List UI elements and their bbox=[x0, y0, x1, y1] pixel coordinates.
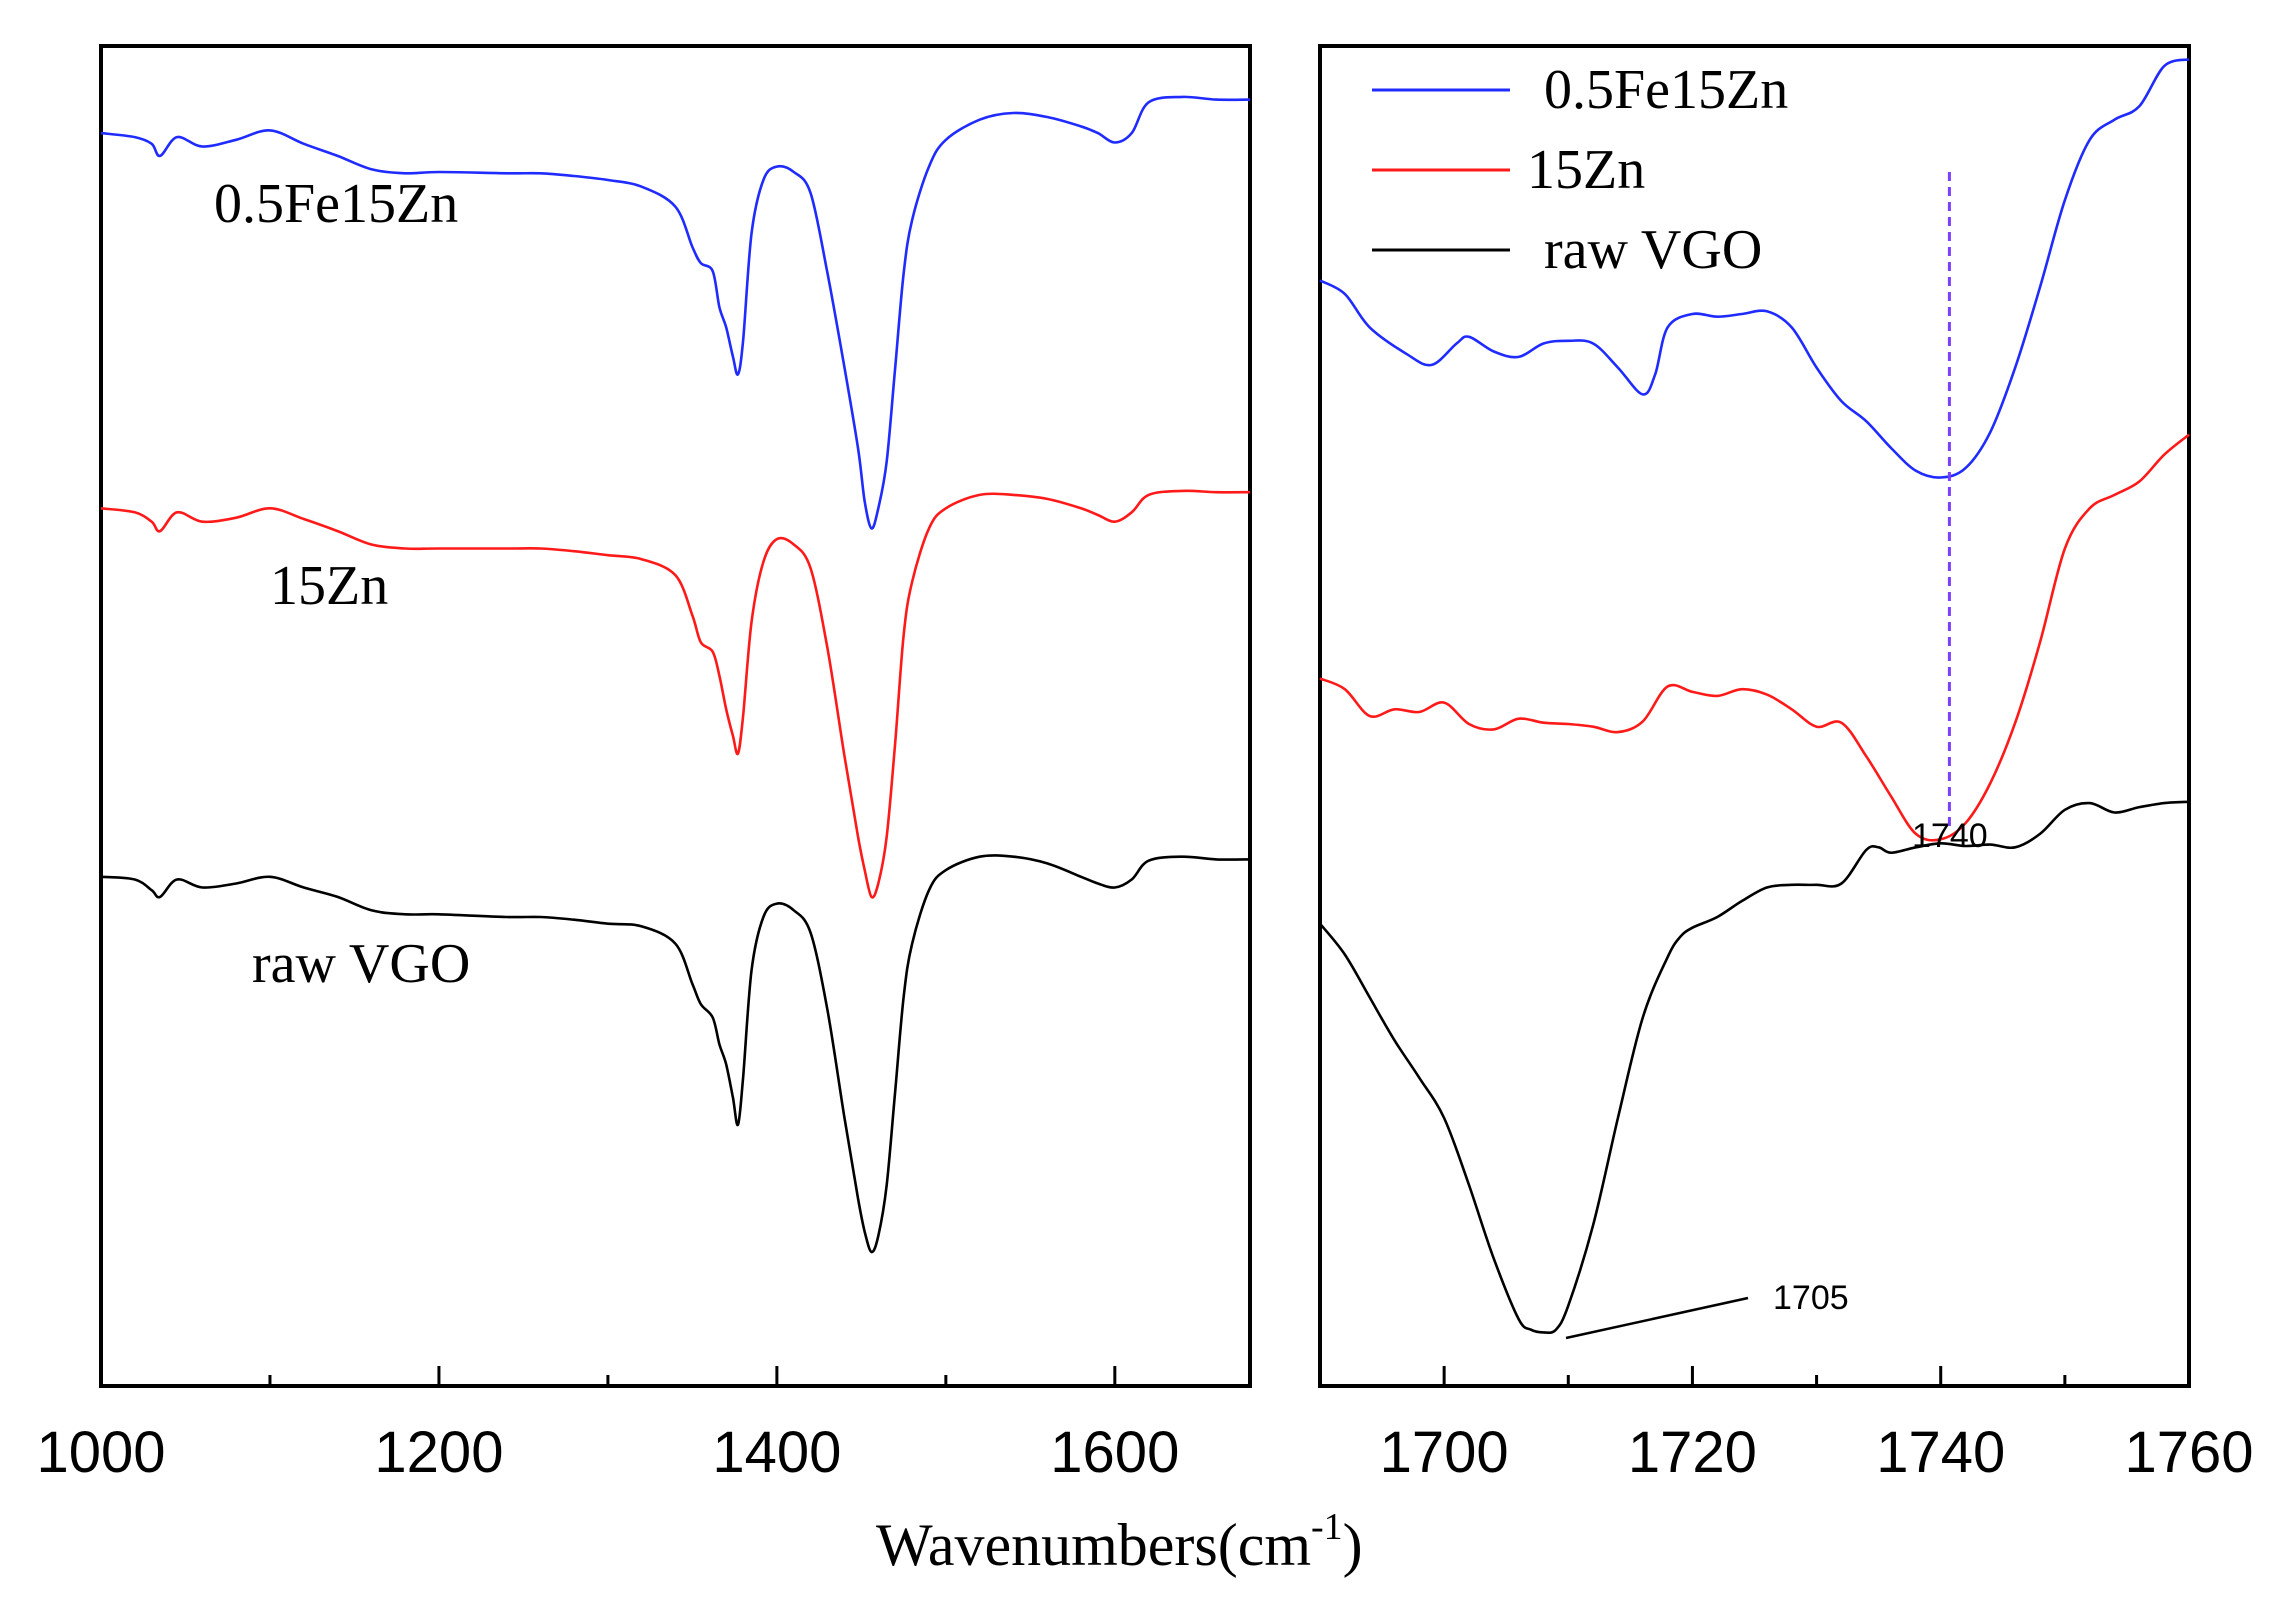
x-axis-title-sup: -1 bbox=[1311, 1506, 1343, 1548]
left-tick-label-1200: 1200 bbox=[374, 1420, 503, 1485]
legend-label-15zn: 15Zn bbox=[1527, 139, 1645, 201]
left-tick-label-1600: 1600 bbox=[1050, 1420, 1179, 1485]
left-series-group bbox=[100, 95, 1251, 1254]
left-label-15zn: 15Zn bbox=[270, 555, 388, 617]
right-series-line-15zn bbox=[1319, 433, 2190, 842]
right-tick-label-1760: 1760 bbox=[2124, 1420, 2253, 1485]
left-tick-label-1000: 1000 bbox=[36, 1420, 165, 1485]
left-series-line-raw-vgo bbox=[100, 854, 1251, 1254]
annotation-1705: 1705 bbox=[1773, 1279, 1849, 1317]
x-axis-title-main: Wavenumbers(cm bbox=[876, 1512, 1311, 1578]
left-series-line-15zn bbox=[100, 489, 1251, 899]
right-series-group bbox=[1318, 58, 2190, 1335]
legend-label-raw-vgo: raw VGO bbox=[1544, 219, 1762, 281]
left-label-0-5fe15zn: 0.5Fe15Zn bbox=[214, 173, 458, 235]
right-x-ticks: 1700 1720 1740 1760 bbox=[1318, 1366, 2254, 1485]
left-label-raw-vgo: raw VGO bbox=[252, 933, 470, 995]
right-series-line-raw-vgo bbox=[1318, 800, 2190, 1335]
x-axis-title: Wavenumbers(cm-1) bbox=[876, 1506, 1363, 1578]
left-series-line-0-5fe15zn bbox=[100, 95, 1251, 530]
legend: 0.5Fe15Zn 15Zn raw VGO bbox=[1372, 59, 1788, 281]
left-tick-label-1400: 1400 bbox=[712, 1420, 841, 1485]
right-panel-frame bbox=[1318, 44, 2191, 1388]
legend-label-0-5fe15zn: 0.5Fe15Zn bbox=[1544, 59, 1788, 121]
right-series-line-0-5fe15zn bbox=[1319, 58, 2190, 479]
right-tick-label-1720: 1720 bbox=[1628, 1420, 1757, 1485]
x-axis-title-close: ) bbox=[1343, 1512, 1363, 1578]
left-panel-frame bbox=[99, 44, 1252, 1388]
left-x-ticks: 1000 1200 1400 1600 bbox=[36, 1366, 1179, 1485]
annotation-1705-leader bbox=[1565, 1296, 1749, 1340]
right-tick-label-1740: 1740 bbox=[1876, 1420, 2005, 1485]
annotation-1740: 1740 bbox=[1912, 817, 1988, 855]
right-tick-label-1700: 1700 bbox=[1380, 1420, 1509, 1485]
